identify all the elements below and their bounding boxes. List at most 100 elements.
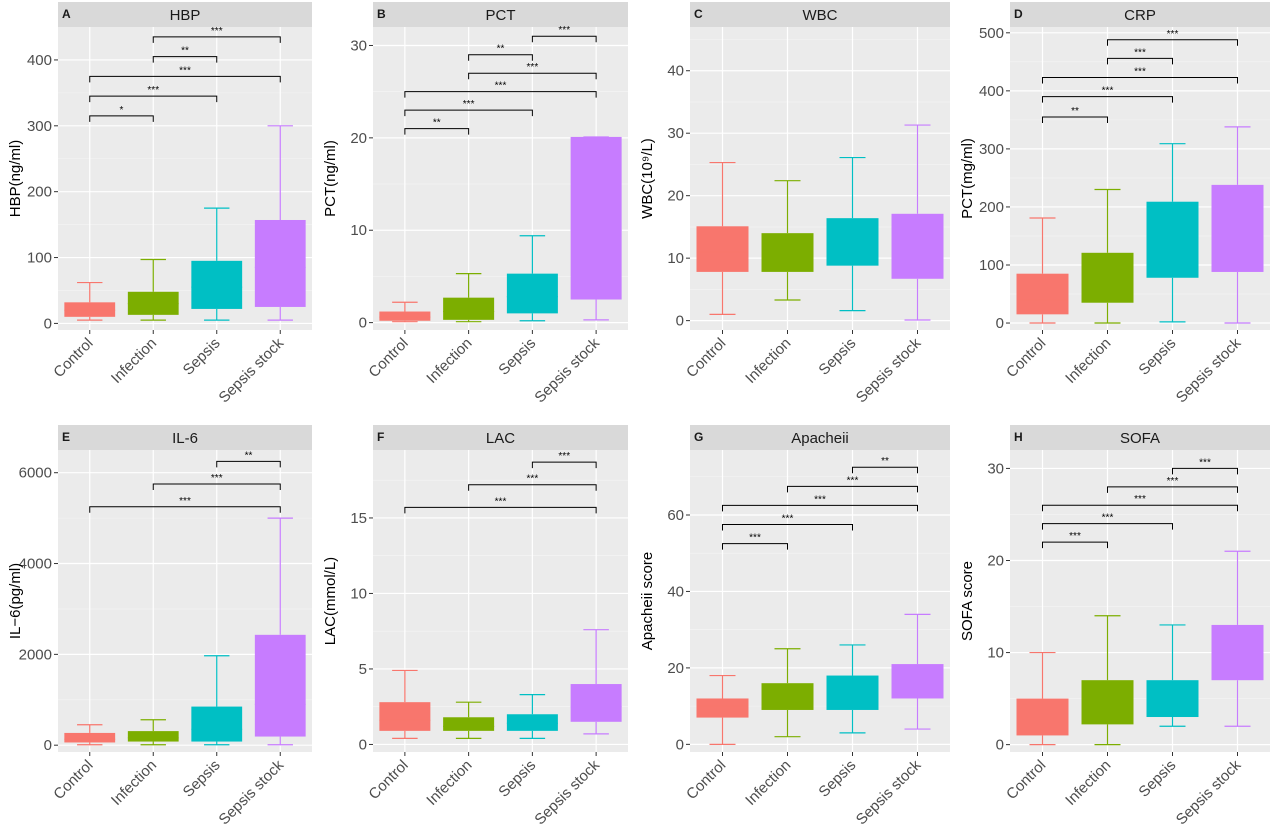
panel-b-box-body [507,274,558,314]
panel-e-sig-label: ** [245,450,253,461]
panel-b-sig-label: ** [433,118,441,129]
panel-b-sig-label: *** [527,62,539,73]
panel-f-sig-label: *** [495,496,507,507]
panel-a-sig-label: ** [181,46,189,57]
panel-h-letter: H [1014,430,1023,444]
panel-c-xtick-label: Infection [742,335,794,387]
panel-g-sig-label: *** [847,475,859,486]
panel-g-sig-label: *** [782,514,794,525]
panel-b-sig-label: ** [497,44,505,55]
panel-h-xtick-label: Sepsis stock [1173,756,1245,828]
panel-e-box-body [255,635,306,737]
panel-d-ytick-label: 100 [979,257,1004,274]
panel-e-sig-label: *** [211,473,223,484]
panel-c-ylabel: WBC(10⁹/L) [639,138,656,219]
panel-b-ytick-label: 10 [350,222,367,239]
panel-e-box-body [191,707,242,742]
panel-e-xtick-label: Control [50,757,96,803]
panel-b-box-body [379,312,430,321]
panel-f-xtick-label: Infection [423,757,475,809]
panel-e-ylabel: IL−6(pg/ml) [7,563,24,639]
panel-e-ytick-label: 6000 [19,465,52,482]
panel-b-title: PCT [486,7,516,24]
panel-d-sig-label: *** [1134,47,1146,58]
panel-b-ytick-label: 30 [350,37,367,54]
panel-h-ylabel: SOFA score [959,561,976,641]
panel-c-ytick-label: 40 [667,63,684,80]
panel-h-xtick-label: Infection [1062,757,1114,809]
panel-h-sig-label: *** [1069,531,1081,542]
panel-b-ytick-label: 0 [359,315,367,332]
panel-c-ytick-label: 30 [667,125,684,142]
panel-a-sig-label: *** [179,65,191,76]
panel-f-sig-label: *** [527,474,539,485]
panel-h-sig-label: *** [1102,513,1114,524]
panel-c-box-body [762,233,814,272]
panel-h-ytick-label: 20 [987,552,1004,569]
panel-e-xtick-label: Sepsis stock [216,756,288,828]
panel-d-box-body [1212,185,1264,272]
panel-f-xtick-label: Sepsis stock [531,756,603,828]
panel-e-box-body [128,731,179,741]
panel-c-xtick-label: Sepsis stock [853,334,925,406]
panel-d-xtick-label: Sepsis [1135,335,1179,379]
panel-a-xtick-label: Control [50,335,96,381]
panel-b-xtick-label: Sepsis stock [531,334,603,406]
panel-a-sig-label: *** [211,26,223,37]
panel-g-ytick-label: 40 [667,583,684,600]
panel-a-sig-label: *** [147,85,159,96]
panel-e-xtick-label: Infection [108,757,160,809]
panel-c-plot-area [690,27,950,330]
panel-h-ytick-label: 0 [996,737,1004,754]
panel-c-ytick-label: 20 [667,188,684,205]
panel-c-ytick-label: 10 [667,250,684,267]
panel-f-xtick-label: Sepsis [495,757,539,801]
panel-a-ytick-label: 100 [27,250,52,267]
panel-a-ytick-label: 200 [27,184,52,201]
panel-b-xtick-label: Control [365,335,411,381]
panel-f-letter: F [377,430,384,444]
figure-canvas: HBPA0100200300400************Control Infe… [0,0,1280,833]
panel-g-box-body [892,664,944,698]
panel-c-ytick-label: 0 [676,313,684,330]
panel-c-box-body [827,218,879,265]
panel-c-title: WBC [803,7,838,24]
panel-d: CRPD0100200300400500**************Contro… [959,2,1270,406]
panel-g-ytick-label: 20 [667,660,684,677]
panel-b-box-body [443,298,494,320]
panel-e-ytick-label: 0 [44,737,52,754]
panel-g-sig-label: *** [749,533,761,544]
panel-f-box-body [571,684,622,722]
panel-d-xtick-label: Sepsis stock [1173,334,1245,406]
panel-g-box-body [827,676,879,710]
panel-d-ytick-label: 400 [979,83,1004,100]
panel-g-xtick-label: Sepsis [815,757,859,801]
panel-h-ytick-label: 10 [987,645,1004,662]
panel-d-letter: D [1014,7,1023,21]
panel-e-title: IL-6 [172,430,198,447]
panel-g-ytick-label: 60 [667,507,684,524]
panel-a-ylabel: HBP(ng/ml) [7,140,24,218]
panel-d-ytick-label: 300 [979,141,1004,158]
panel-e-letter: E [62,430,70,444]
panel-a-title: HBP [170,7,201,24]
panel-f-ytick-label: 0 [359,736,367,753]
panel-d-xtick-label: Infection [1062,335,1114,387]
panel-g-letter: G [694,430,703,444]
panel-f-box-body [443,717,494,731]
panel-e-xtick-label: Sepsis [180,757,224,801]
panel-d-ytick-label: 0 [996,315,1004,332]
panel-f-ytick-label: 5 [359,661,367,678]
panel-d-box-body [1082,253,1134,303]
panel-h-sig-label: *** [1134,494,1146,505]
panel-g-xtick-label: Sepsis stock [853,756,925,828]
panel-g-ylabel: Apacheii score [639,552,656,650]
panel-c-box-body [892,214,944,279]
panel-b-sig-label: *** [463,99,475,110]
panel-f-ytick-label: 10 [350,585,367,602]
panel-a-sig-label: * [120,105,124,116]
panel-b-xtick-label: Sepsis [495,335,539,379]
panel-d-xtick-label: Control [1003,335,1049,381]
